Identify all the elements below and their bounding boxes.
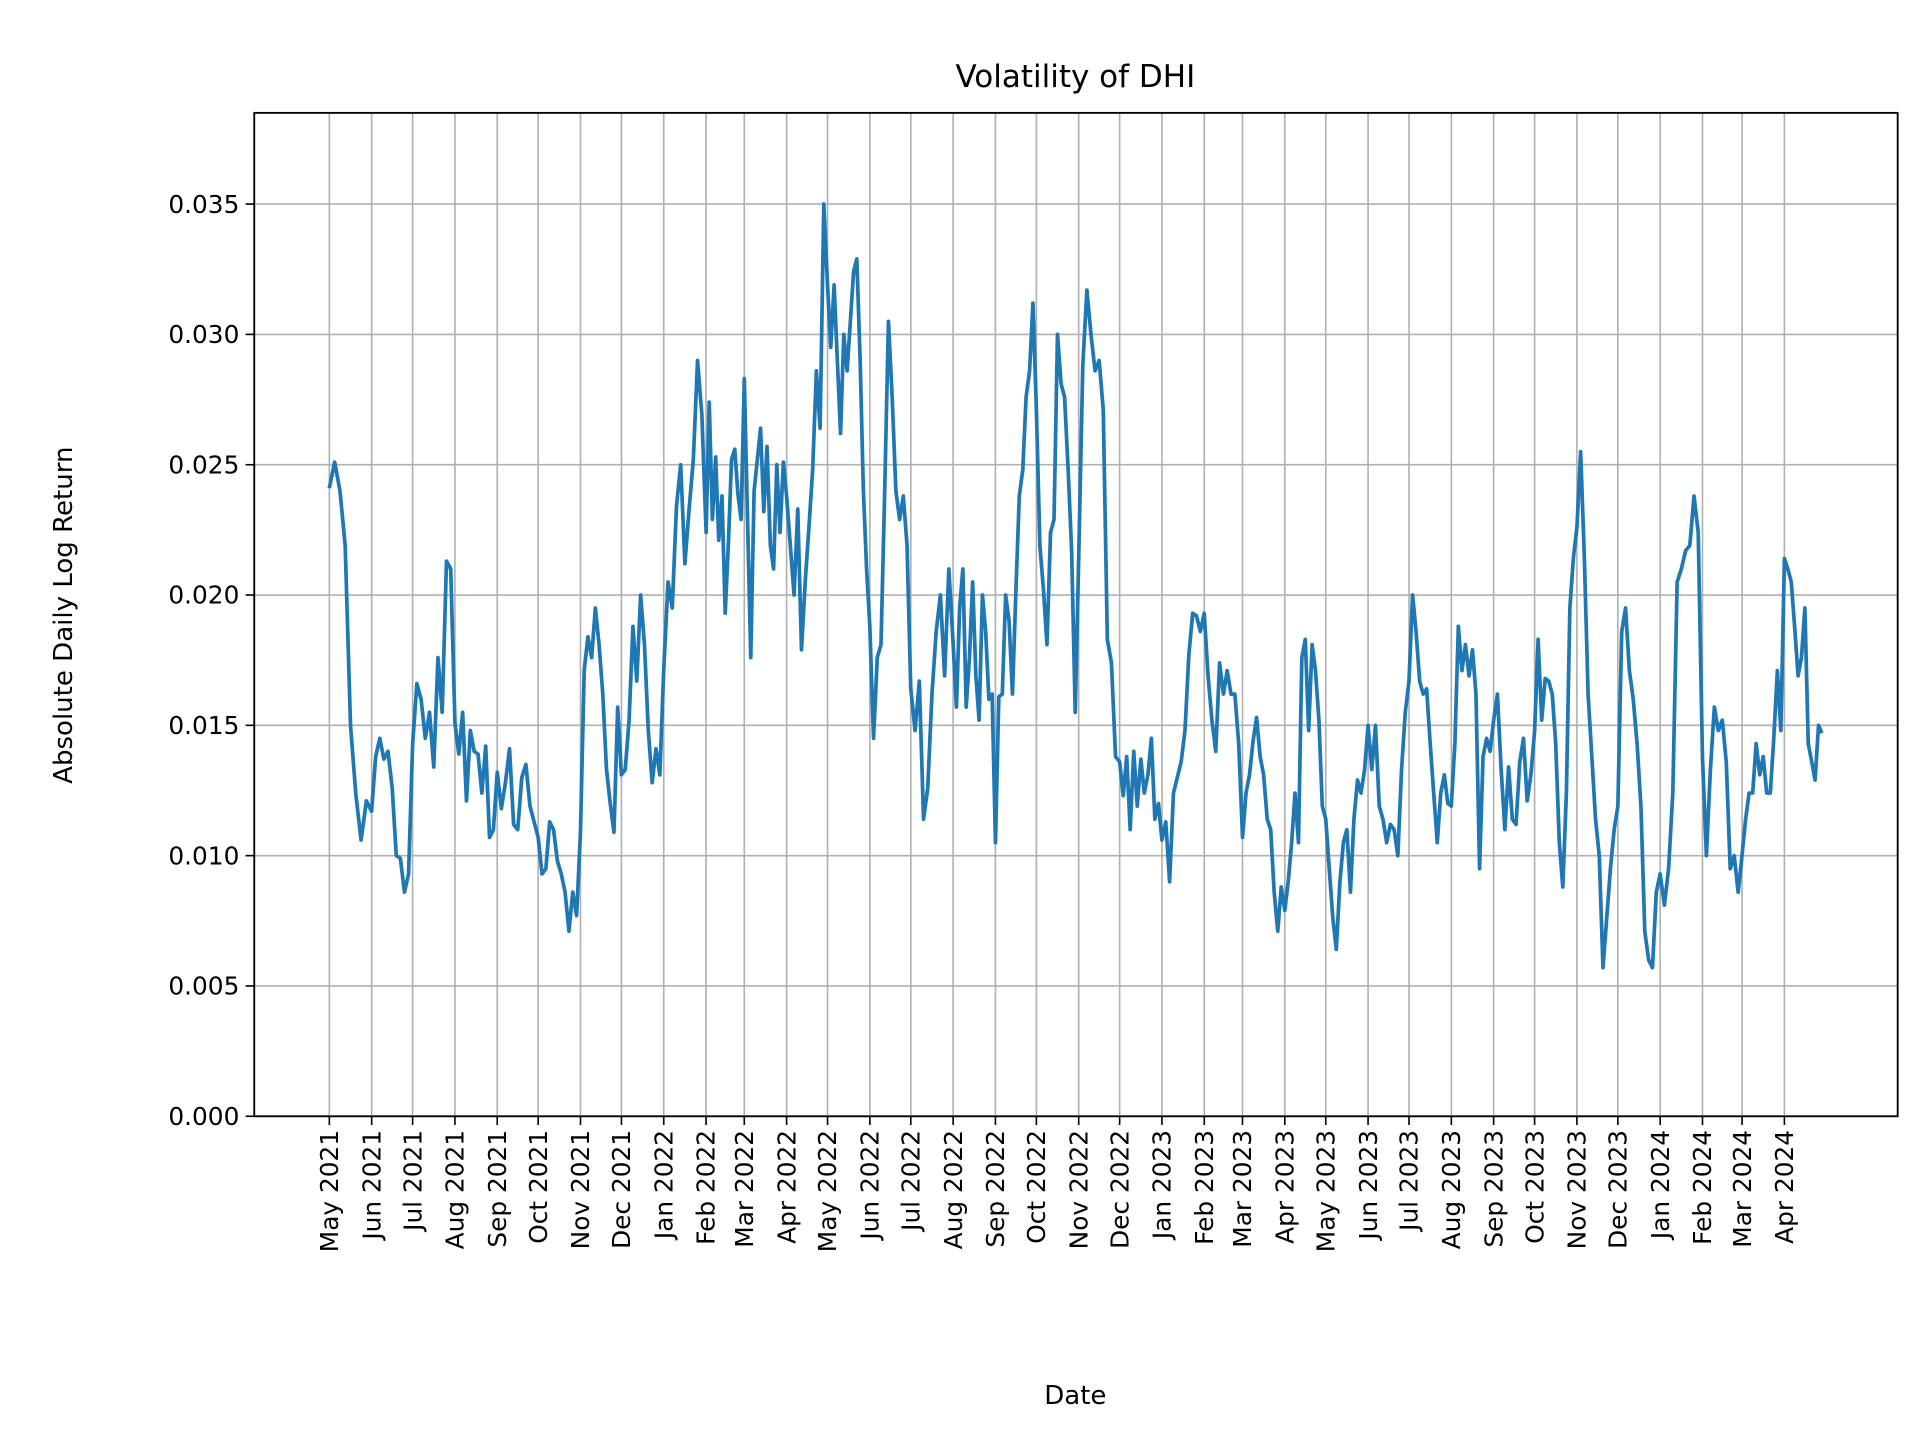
x-tick-label: Mar 2023: [1228, 1130, 1257, 1248]
x-tick-label: Jul 2023: [1395, 1130, 1424, 1233]
y-tick-label: 0.000: [168, 1102, 239, 1131]
x-tick-label: Nov 2022: [1064, 1130, 1093, 1249]
y-tick-label: 0.025: [168, 450, 239, 479]
x-tick-label: Apr 2022: [772, 1130, 801, 1244]
x-tick-label: May 2023: [1311, 1130, 1340, 1252]
x-tick-label: Oct 2023: [1520, 1130, 1549, 1244]
x-tick-label: Dec 2021: [607, 1130, 636, 1249]
plot-frame: [253, 111, 1899, 1118]
x-tick-label: Sep 2023: [1479, 1130, 1508, 1248]
x-tick-label: Nov 2023: [1563, 1130, 1592, 1249]
x-tick-label: Mar 2024: [1728, 1130, 1757, 1248]
x-axis: May 2021 Jun 2021 Jul 2021 Aug 2021 Sep 2021…: [315, 1116, 1799, 1252]
x-tick-label: Jan 2024: [1646, 1130, 1675, 1241]
x-tick-label: Oct 2022: [1022, 1130, 1051, 1244]
x-tick-label: Apr 2023: [1270, 1130, 1299, 1244]
y-tick-label: 0.015: [168, 711, 239, 740]
x-axis-label: Date: [1044, 1381, 1106, 1411]
y-axis-label: Absolute Daily Log Return: [49, 447, 79, 784]
x-tick-label: Oct 2021: [524, 1130, 553, 1244]
x-tick-label: Aug 2022: [939, 1130, 968, 1249]
x-tick-label: Dec 2022: [1105, 1130, 1134, 1249]
volatility-line: [327, 202, 1824, 970]
x-tick-label: May 2021: [315, 1130, 344, 1252]
x-tick-label: Jul 2021: [398, 1130, 427, 1233]
x-tick-label: Aug 2023: [1437, 1130, 1466, 1249]
x-tick-label: Dec 2023: [1604, 1130, 1633, 1249]
x-tick-label: Aug 2021: [441, 1130, 470, 1249]
y-axis: 0.000 0.005 0.010 0.015 0.020 0.025 0.030 0.035: [168, 190, 255, 1131]
x-tick-label: Jun 2023: [1354, 1130, 1383, 1242]
y-tick-label: 0.020: [168, 581, 239, 610]
x-tick-label: Nov 2021: [566, 1130, 595, 1249]
y-tick-label: 0.005: [168, 972, 239, 1001]
x-tick-label: Feb 2024: [1688, 1130, 1717, 1245]
y-tick-label: 0.010: [168, 841, 239, 870]
x-tick-label: Apr 2024: [1770, 1130, 1799, 1244]
y-tick-label: 0.035: [168, 190, 239, 219]
x-tick-label: Feb 2023: [1190, 1130, 1219, 1245]
x-tick-label: Jul 2022: [896, 1130, 925, 1233]
y-tick-label: 0.030: [168, 320, 239, 349]
chart-title: Volatility of DHI: [955, 59, 1195, 95]
x-tick-label: Jan 2022: [649, 1130, 678, 1241]
x-tick-label: Jun 2022: [856, 1130, 885, 1242]
x-tick-label: Sep 2022: [981, 1130, 1010, 1248]
x-tick-label: Jan 2023: [1148, 1130, 1177, 1241]
x-tick-label: Sep 2021: [483, 1130, 512, 1248]
x-tick-label: Feb 2022: [692, 1130, 721, 1245]
x-tick-label: Jun 2021: [357, 1130, 386, 1242]
x-tick-label: May 2022: [813, 1130, 842, 1252]
x-tick-label: Mar 2022: [730, 1130, 759, 1248]
